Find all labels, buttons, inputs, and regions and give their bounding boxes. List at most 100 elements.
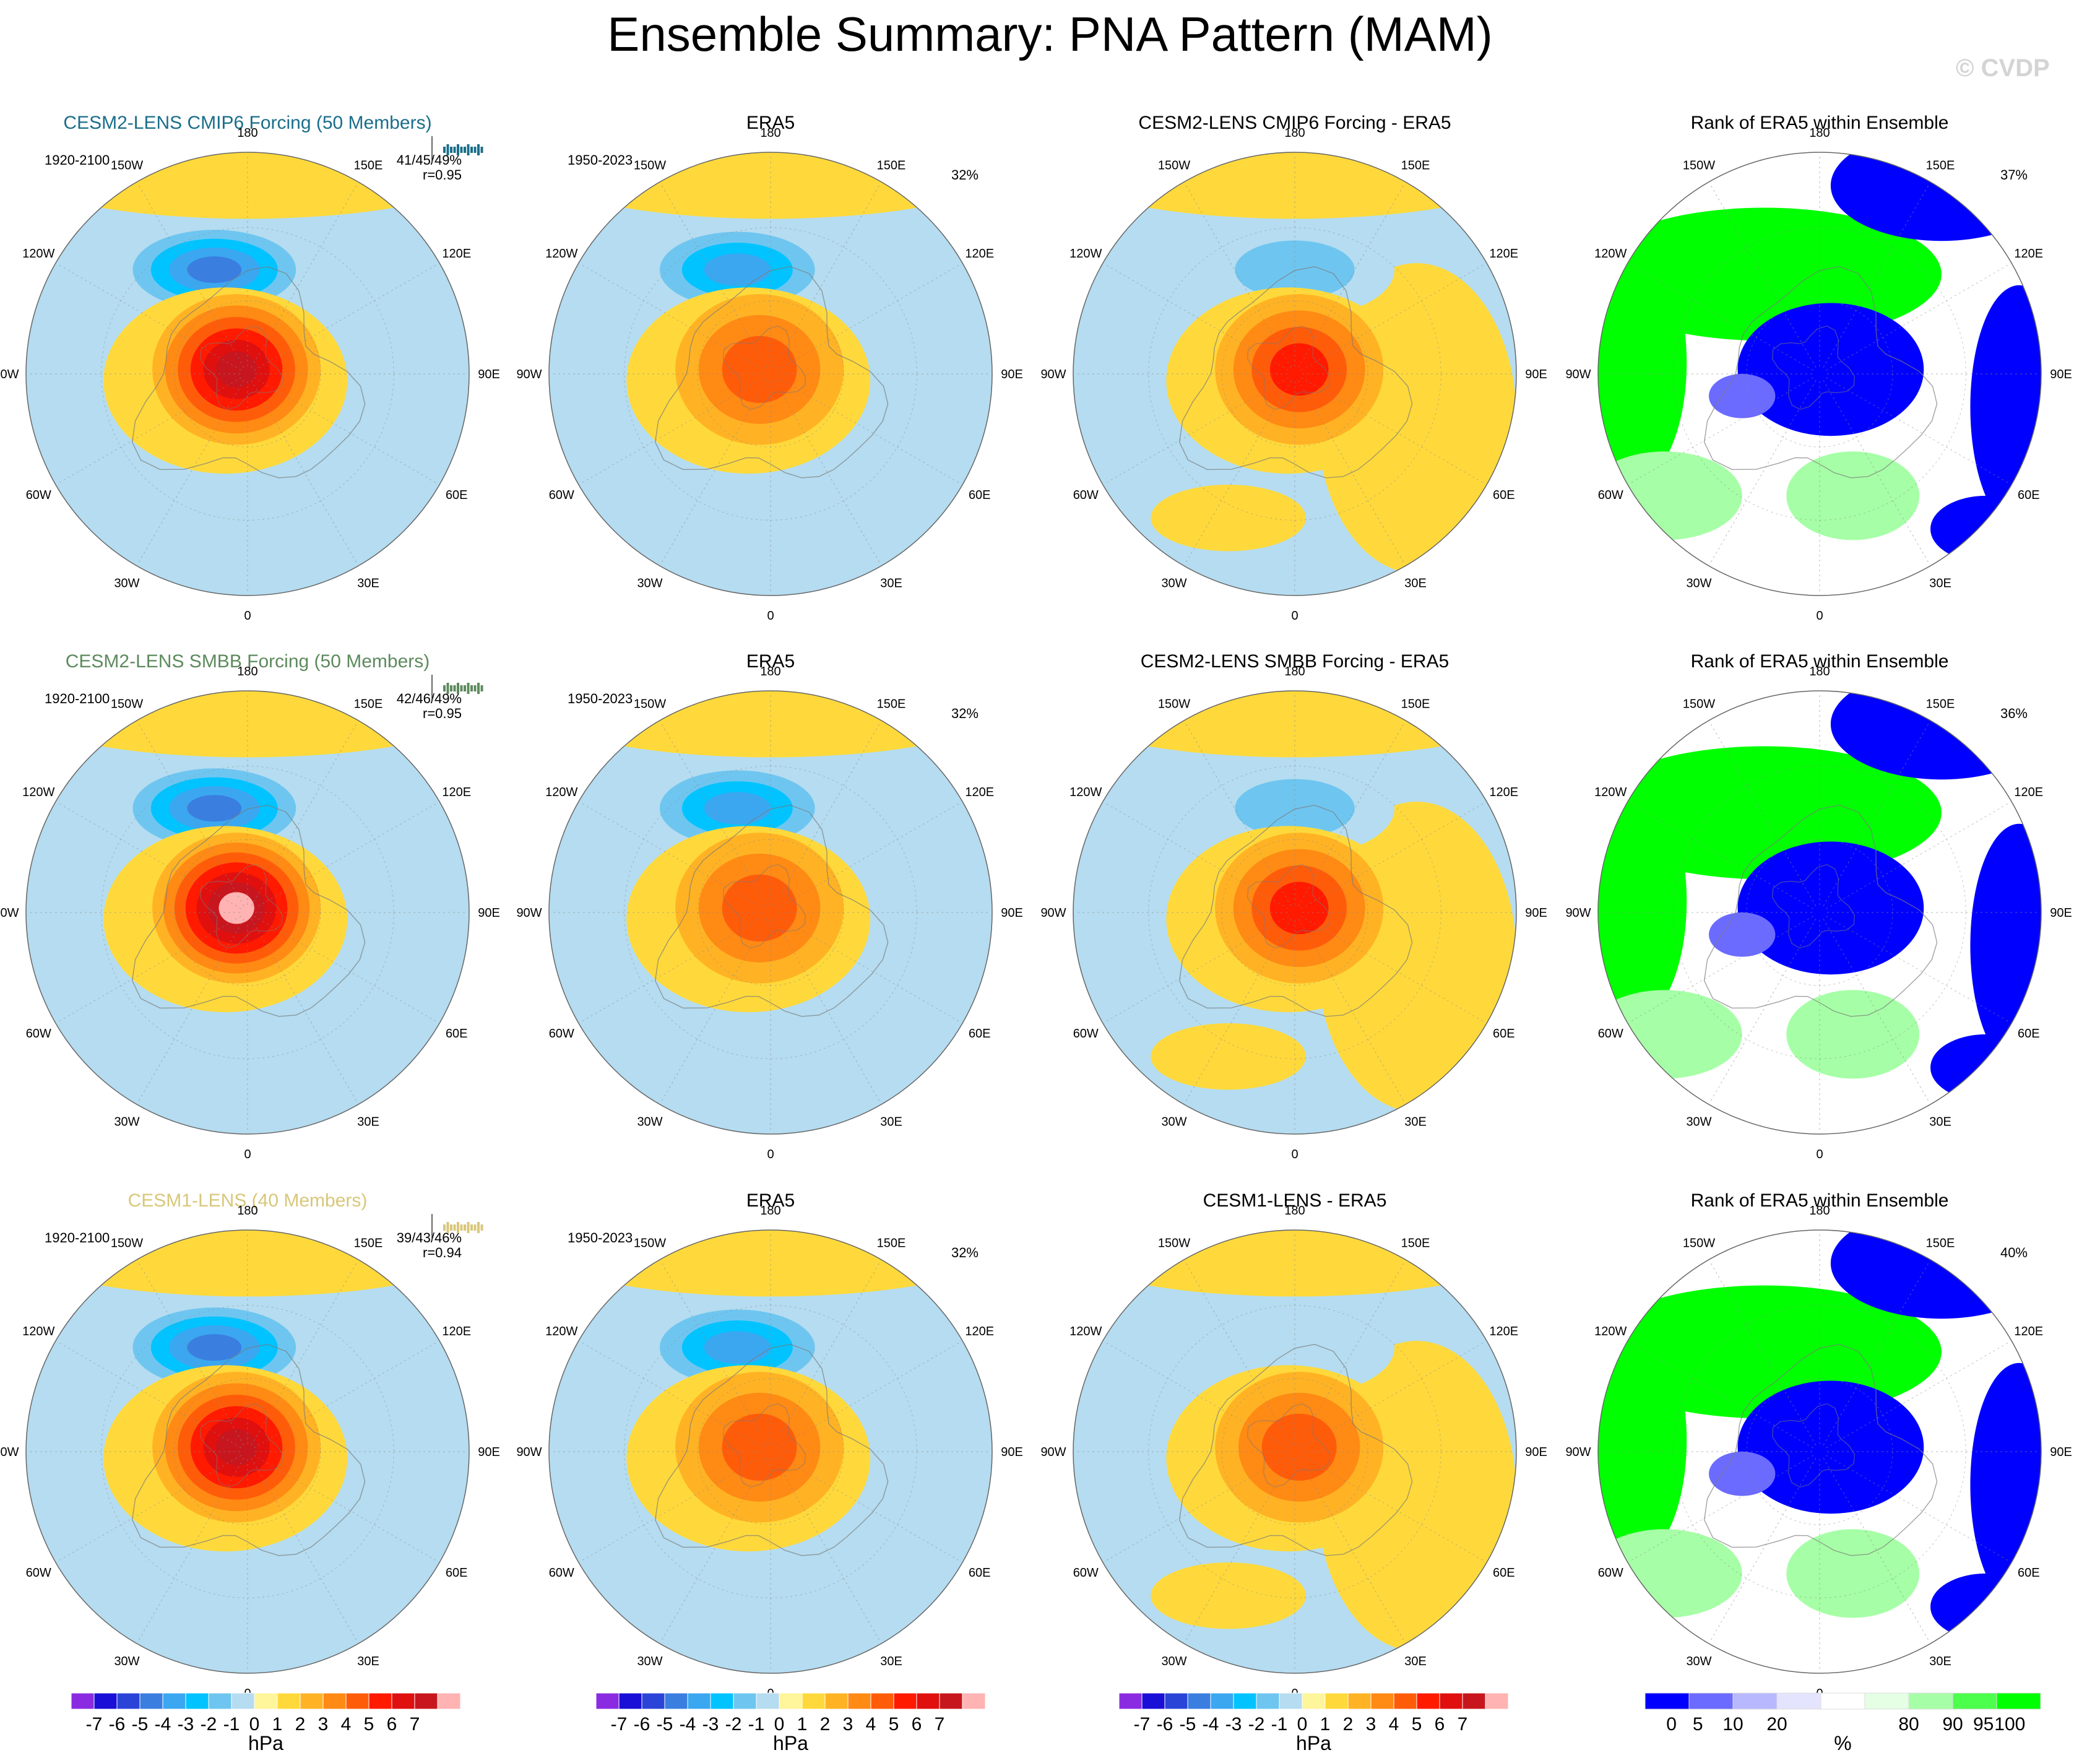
graticule-line xyxy=(1826,377,2010,484)
panel-title: Rank of ERA5 within Ensemble xyxy=(1691,651,1949,672)
longitude-label: 150E xyxy=(354,1236,383,1250)
variance-percent: 37% xyxy=(2000,167,2028,183)
longitude-label: 60W xyxy=(26,488,51,502)
colorbar-swatch xyxy=(93,1692,118,1710)
colorbar-swatch xyxy=(687,1692,711,1710)
high-contour xyxy=(722,874,797,942)
longitude-label: 180 xyxy=(1284,126,1305,140)
longitude-label: 90E xyxy=(1525,368,1547,381)
map-panel-r1c1: 180 150E 120E 90E 60E 30E 0 30W 60W 90W 120W 150W xyxy=(0,126,500,623)
panel-title: CESM2-LENS SMBB Forcing (50 Members) xyxy=(66,651,430,672)
longitude-label: 30W xyxy=(1686,1115,1711,1129)
colorbar-swatch xyxy=(208,1692,232,1710)
graticule-line xyxy=(1630,1341,1813,1449)
longitude-label: 90W xyxy=(1040,906,1066,920)
map-field xyxy=(1598,691,2041,1134)
variance-percent: 36% xyxy=(2000,706,2028,721)
longitude-label: 60W xyxy=(1598,1027,1623,1041)
graticule-ring xyxy=(697,1378,844,1525)
panel-header-r1c1: CESM2-LENS CMIP6 Forcing (50 Members) 192… xyxy=(45,113,483,183)
variance-stats: 42/46/49% xyxy=(397,691,462,706)
longitude-label: 30E xyxy=(1404,1655,1427,1668)
longitude-label: 30E xyxy=(1929,1655,1951,1668)
longitude-label: 150E xyxy=(877,1236,906,1250)
coastline xyxy=(1178,1343,1413,1556)
graticule-line xyxy=(1709,1458,1817,1642)
colorbar-tick: -4 xyxy=(155,1714,171,1735)
map-border xyxy=(1073,152,1517,596)
rank-low-region xyxy=(1970,285,2041,529)
longitude-label: 30W xyxy=(637,577,662,591)
longitude-label: 90E xyxy=(1001,368,1023,381)
colorbar-rank: 0 5 10 20 80 90 95 100% xyxy=(1644,1692,2041,1754)
map-panel-r1c2: 180 150E 120E 90E 60E 30E 0 30W 60W 90W 120W 150W xyxy=(516,126,1023,623)
colorbar-swatch xyxy=(710,1692,734,1710)
panel-title: CESM1-LENS (40 Members) xyxy=(128,1190,368,1211)
colorbar-swatch xyxy=(437,1692,461,1710)
longitude-label: 30W xyxy=(114,577,139,591)
low-contour xyxy=(704,792,771,825)
longitude-label: 30W xyxy=(114,1655,139,1668)
graticule-line xyxy=(1709,1262,1817,1445)
graticule-line xyxy=(251,184,358,368)
graticule-line xyxy=(581,1341,764,1449)
graticule-line xyxy=(1105,377,1289,484)
map-field xyxy=(549,691,992,1134)
graticule-ring xyxy=(1221,1378,1368,1525)
longitude-label: 90W xyxy=(516,906,542,920)
graticule-line xyxy=(777,377,961,484)
colorbar-unit: hPa xyxy=(248,1732,283,1754)
longitude-label: 90E xyxy=(478,368,500,381)
colorbar-tick: 4 xyxy=(1389,1714,1399,1735)
colorbar-swatch xyxy=(893,1692,917,1710)
graticule-line xyxy=(1298,722,1405,906)
panel-header-r2c1: CESM2-LENS SMBB Forcing (50 Members) 1920… xyxy=(45,651,483,721)
graticule-line xyxy=(137,380,244,564)
watermark: © CVDP xyxy=(1956,54,2050,82)
graticule-line xyxy=(1823,1458,1930,1642)
longitude-label: 0 xyxy=(244,1148,251,1161)
colorbar-tick: -3 xyxy=(1225,1714,1242,1735)
longitude-label: 180 xyxy=(760,665,780,678)
panel-title: Rank of ERA5 within Ensemble xyxy=(1691,113,1949,133)
variance-percent: 40% xyxy=(2000,1245,2028,1260)
panel-header-r3c2: ERA5 1950-2023 32% xyxy=(568,1190,979,1260)
colorbar-swatch xyxy=(1347,1692,1372,1710)
longitude-label: 60W xyxy=(549,488,574,502)
graticule-ring xyxy=(1221,839,1368,986)
graticule-line xyxy=(1630,377,1813,484)
colorbar-tick: -6 xyxy=(109,1714,126,1735)
longitude-label: 0 xyxy=(767,1148,774,1161)
longitude-label: 180 xyxy=(237,665,257,678)
colorbar-swatch xyxy=(824,1692,849,1710)
colorbar-tick: 10 xyxy=(1722,1714,1743,1735)
colorbar-swatch xyxy=(779,1692,803,1710)
colorbar-tick: 1 xyxy=(272,1714,283,1735)
graticule-ring xyxy=(1148,1305,1441,1598)
longitude-label: 0 xyxy=(1291,1148,1298,1161)
colorbar-swatch xyxy=(71,1692,95,1710)
graticule-line xyxy=(777,802,961,909)
period-label: 1920-2100 xyxy=(45,691,110,706)
coastline xyxy=(1178,804,1413,1017)
rank-high-region xyxy=(1786,451,1920,540)
colorbar-swatch xyxy=(733,1692,757,1710)
map-border xyxy=(1597,1229,2042,1674)
variance-percent: 32% xyxy=(951,706,979,721)
graticule-ring xyxy=(174,839,321,986)
colorbar-swatch xyxy=(345,1692,369,1710)
longitude-label: 90W xyxy=(1565,368,1591,381)
graticule-ring xyxy=(174,300,321,448)
graticule-line xyxy=(58,377,241,484)
panel-title: CESM2-LENS CMIP6 Forcing (50 Members) xyxy=(63,113,431,133)
graticule-ring xyxy=(1221,300,1368,448)
graticule-line xyxy=(581,377,764,484)
longitude-label: 120W xyxy=(1069,1325,1102,1338)
graticule-line xyxy=(777,1455,961,1562)
coastline xyxy=(1247,325,1331,410)
rank-low-region xyxy=(1970,823,2041,1068)
graticule-line xyxy=(1185,380,1292,564)
graticule-line xyxy=(1298,919,1405,1102)
panel-header-r1c3: CESM2-LENS CMIP6 Forcing - ERA5 xyxy=(1138,113,1451,133)
